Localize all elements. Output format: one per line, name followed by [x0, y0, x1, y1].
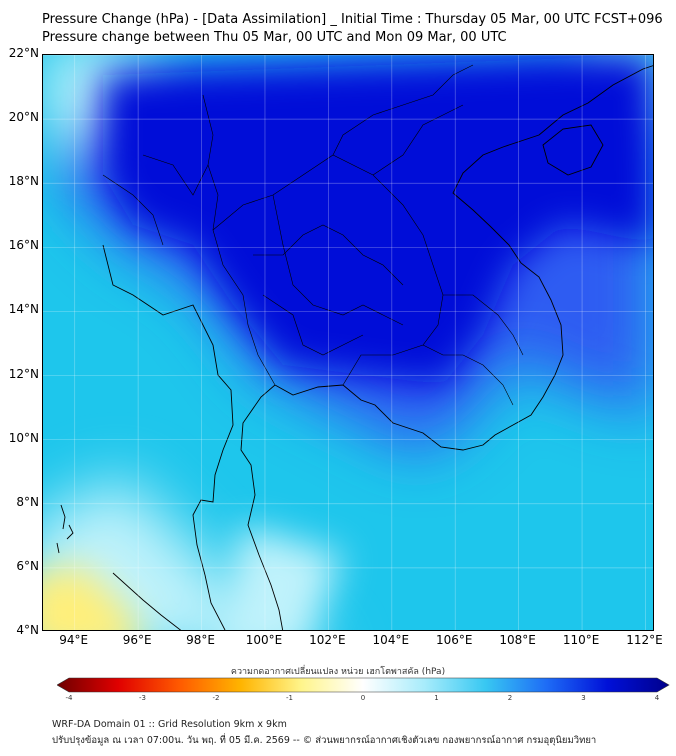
lon-label: 108°E [499, 633, 536, 647]
lat-label: 14°N [8, 302, 39, 317]
malay-peninsula [204, 384, 284, 630]
lon-label: 102°E [309, 633, 346, 647]
gridlines [43, 55, 653, 630]
lat-label: 20°N [8, 110, 39, 125]
lon-label: 98°E [186, 633, 215, 647]
colorbar [57, 677, 670, 693]
lon-label: 100°E [245, 633, 283, 647]
lon-label: 110°E [562, 633, 600, 647]
hainan-island [542, 124, 604, 176]
colorbar-tick-label: -1 [286, 694, 293, 702]
footer-model-info: WRF-DA Domain 01 :: Grid Resolution 9km … [52, 719, 287, 730]
gulf-of-thailand-east [274, 134, 564, 451]
colorbar-tick-label: 4 [654, 694, 660, 702]
coastlines [56, 65, 653, 630]
lat-label: 6°N [16, 558, 39, 573]
china-coast [538, 65, 653, 136]
lat-label: 16°N [8, 238, 39, 253]
colorbar-tick-label: -2 [212, 694, 220, 702]
colorbar-bar [57, 677, 670, 693]
pressure-change-map [42, 54, 654, 631]
field-core [43, 55, 653, 630]
country-borders [102, 64, 524, 406]
colorbar-tick-label: -3 [139, 694, 146, 702]
lat-label: 12°N [8, 366, 39, 381]
lon-label: 106°E [435, 633, 473, 647]
lon-label: 104°E [372, 633, 410, 647]
lon-label: 96°E [122, 633, 152, 647]
lat-label: 8°N [16, 494, 39, 509]
map-subtitle: Pressure change between Thu 05 Mar, 00 U… [42, 30, 507, 45]
colorbar-tick-label: 2 [507, 694, 513, 702]
lon-label: 94°E [59, 633, 89, 647]
myanmar-coast [102, 244, 234, 576]
andaman-islands [56, 504, 74, 554]
lon-label: 112°E [626, 633, 663, 647]
colorbar-title: ความกดอากาศเปลี่ยนแปลง หน่วย เฮกโตพาสคัล… [230, 667, 446, 677]
map-title: Pressure Change (hPa) - [Data Assimilati… [42, 12, 663, 27]
colorbar-tick-label: 1 [434, 694, 439, 702]
footer-credit: ปรับปรุงข้อมูล ณ เวลา 07:00น. วัน พฤ. ที… [52, 735, 597, 746]
colorbar-tick-label: -4 [65, 694, 73, 702]
colorbar-tick-label: 0 [360, 694, 366, 702]
sumatra-coast [112, 572, 182, 630]
colorbar-tick-label: 3 [581, 694, 586, 702]
map-canvas [43, 55, 653, 630]
lat-label: 10°N [8, 430, 39, 445]
lat-label: 22°N [8, 46, 39, 60]
lat-label: 18°N [8, 174, 39, 189]
lat-label: 4°N [16, 623, 39, 637]
